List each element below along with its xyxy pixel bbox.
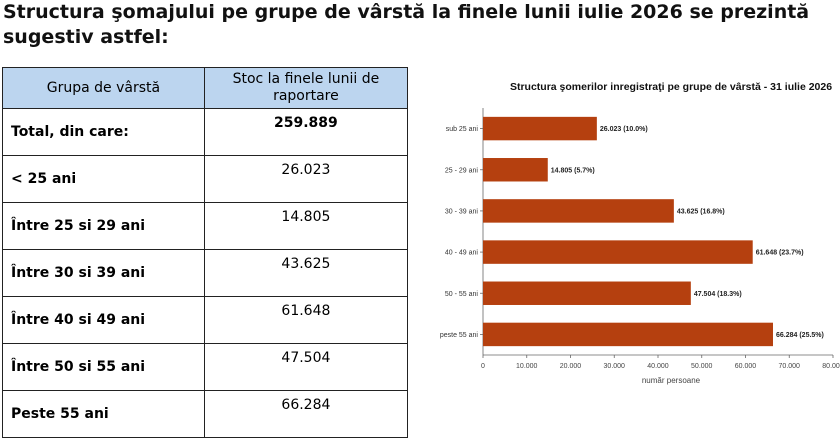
x-tick-label: 50.000 bbox=[691, 363, 713, 370]
row-label: Între 50 si 55 ani bbox=[2, 343, 205, 391]
data-label: 66.284 (25.5%) bbox=[776, 332, 824, 339]
plot-area: 0 10.000 20.000 30.000 40.000 50.000 60.000 70.… bbox=[440, 108, 840, 370]
row-value: 47.504 bbox=[203, 343, 409, 391]
x-tick-label: 80.000 bbox=[822, 363, 840, 370]
x-tick-label: 30.000 bbox=[604, 363, 626, 370]
x-tick-label: 20.000 bbox=[560, 363, 582, 370]
table-row: Total, din care: 259.889 bbox=[2, 108, 409, 156]
row-value: 43.625 bbox=[203, 249, 409, 297]
table-row: Peste 55 ani 66.284 bbox=[2, 390, 409, 438]
chart-title: Structura şomerilor inregistraţi pe grup… bbox=[510, 81, 832, 93]
bar bbox=[483, 240, 753, 264]
row-label: Între 25 si 29 ani bbox=[2, 202, 205, 250]
x-tick-label: 0 bbox=[481, 363, 485, 370]
row-value: 259.889 bbox=[203, 108, 409, 156]
table-row: Între 25 si 29 ani 14.805 bbox=[2, 202, 409, 250]
x-tick-label: 70.000 bbox=[779, 363, 801, 370]
category-label: 40 - 49 ani bbox=[445, 250, 479, 257]
x-tick-label: 40.000 bbox=[647, 363, 669, 370]
data-label: 26.023 (10.0%) bbox=[600, 126, 648, 133]
data-label: 61.648 (23.7%) bbox=[756, 250, 804, 257]
row-value: 14.805 bbox=[203, 202, 409, 250]
row-label: Între 40 si 49 ani bbox=[2, 296, 205, 344]
row-label: Peste 55 ani bbox=[2, 390, 205, 438]
bar bbox=[483, 322, 773, 347]
table-row: Între 40 si 49 ani 61.648 bbox=[2, 296, 409, 344]
data-label: 47.504 (18.3%) bbox=[694, 291, 742, 298]
row-label: Total, din care: bbox=[2, 108, 205, 156]
row-label: Între 30 si 39 ani bbox=[2, 249, 205, 297]
table-row: < 25 ani 26.023 bbox=[2, 155, 409, 203]
table-row: Între 50 si 55 ani 47.504 bbox=[2, 343, 409, 391]
category-label: 25 - 29 ani bbox=[445, 167, 479, 174]
age-group-table: Grupa de vârstă Stoc la finele lunii de … bbox=[2, 67, 409, 438]
age-distribution-chart: Structura şomerilor inregistraţi pe grup… bbox=[440, 81, 840, 385]
x-axis-label: număr persoane bbox=[642, 376, 701, 385]
table-row: Între 30 si 39 ani 43.625 bbox=[2, 249, 409, 297]
data-label: 14.805 (5.7%) bbox=[551, 167, 595, 174]
bar bbox=[483, 158, 548, 182]
row-value: 61.648 bbox=[203, 296, 409, 344]
page-heading: Structura şomajului pe grupe de vârstă l… bbox=[3, 1, 810, 48]
row-label: < 25 ani bbox=[2, 155, 205, 203]
bar bbox=[483, 116, 597, 141]
category-label: sub 25 ani bbox=[446, 126, 479, 133]
bar bbox=[483, 281, 691, 305]
header-age-group: Grupa de vârstă bbox=[2, 67, 205, 109]
category-label: 50 - 55 ani bbox=[445, 291, 479, 298]
x-tick-label: 60.000 bbox=[735, 363, 757, 370]
x-tick-label: 10.000 bbox=[516, 363, 538, 370]
row-value: 66.284 bbox=[203, 390, 409, 438]
row-value: 26.023 bbox=[203, 155, 409, 203]
bar bbox=[483, 199, 674, 223]
category-label: 30 - 39 ani bbox=[445, 208, 479, 215]
data-label: 43.625 (16.8%) bbox=[677, 208, 725, 215]
table-header-row: Grupa de vârstă Stoc la finele lunii de … bbox=[2, 67, 409, 109]
category-label: peste 55 ani bbox=[440, 332, 479, 339]
header-stock: Stoc la finele lunii de raportare bbox=[203, 67, 409, 109]
